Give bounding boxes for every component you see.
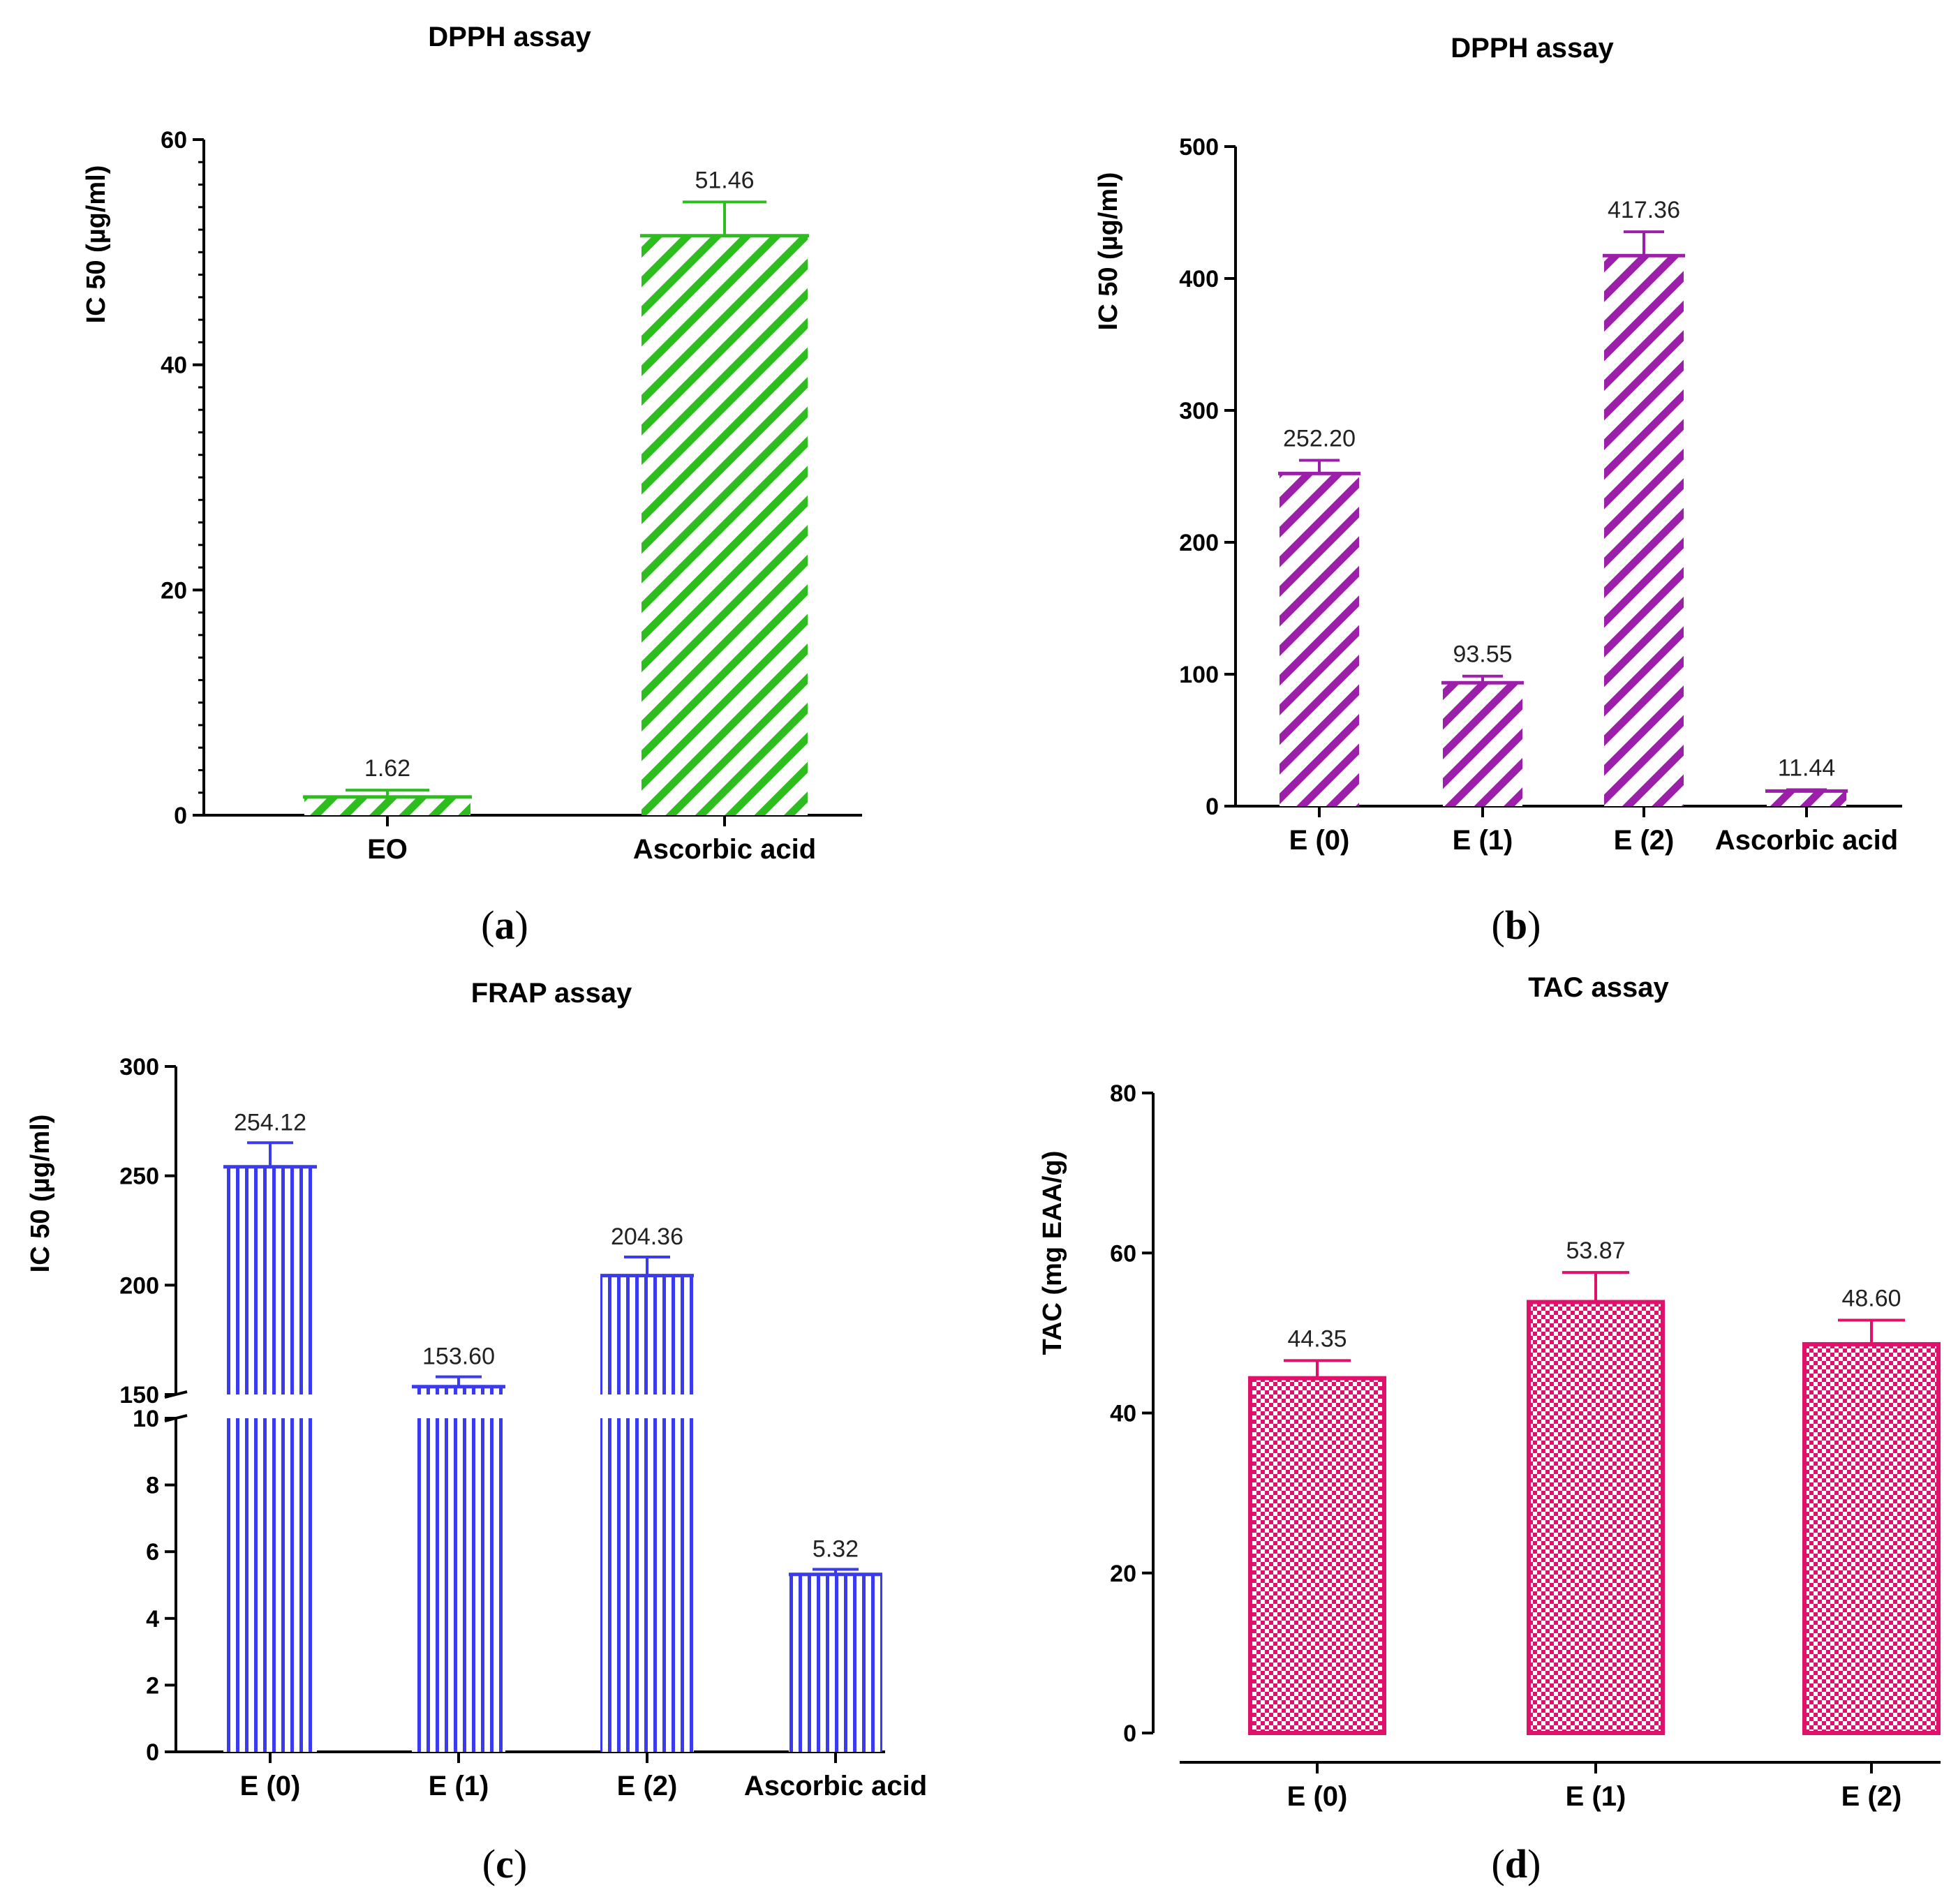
- bar: [1767, 791, 1846, 806]
- y-axis-title: IC 50 (µg/ml): [1094, 172, 1123, 331]
- plot-area: 0 20 40 60 80 44.35 E (0) 53.87 E (1) 48.60 E (2): [1110, 1080, 1941, 1812]
- data-label: 153.60: [422, 1344, 495, 1370]
- y-tick-label: 60: [1110, 1240, 1136, 1267]
- y-tick-label: 250: [119, 1163, 159, 1190]
- data-label: 44.35: [1287, 1325, 1347, 1352]
- y-tick-label: 100: [1179, 662, 1219, 688]
- y-tick-label: 300: [119, 1054, 159, 1080]
- bar: [1280, 473, 1359, 806]
- data-label: 1.62: [364, 755, 410, 782]
- y-axis-title: IC 50 (µg/ml): [82, 165, 111, 324]
- x-tick-label: Ascorbic acid: [1715, 825, 1898, 856]
- y-axis-title: IC 50 (µg/ml): [26, 1115, 55, 1273]
- bar: [1248, 1376, 1386, 1736]
- y-tick-label: 40: [161, 352, 187, 379]
- bar-upper-segment: [600, 1275, 694, 1394]
- y-tick-label: 200: [1179, 530, 1219, 556]
- plot-area: 0 20 40 60 1.62 EO 51.46 Ascorbic acid: [161, 127, 862, 865]
- chart-title: DPPH assay: [428, 22, 591, 52]
- data-label: 53.87: [1566, 1237, 1625, 1264]
- y-tick-label: 40: [1110, 1401, 1136, 1427]
- y-tick-label: 0: [174, 803, 187, 829]
- y-tick-label: 500: [1179, 134, 1219, 161]
- bar-upper-segment: [412, 1386, 505, 1394]
- chart-title: TAC assay: [1528, 972, 1669, 1003]
- axis-break-mark: [164, 1414, 188, 1422]
- x-tick-label: Ascorbic acid: [744, 1771, 927, 1801]
- y-tick-label: 2: [146, 1672, 159, 1699]
- y-tick-label: 8: [146, 1473, 159, 1499]
- y-axis-title: TAC (mg EAA/g): [1038, 1151, 1067, 1355]
- y-tick-label: 0: [1206, 794, 1219, 820]
- data-label: 93.55: [1453, 641, 1512, 668]
- data-label: 254.12: [234, 1109, 306, 1136]
- x-tick-label: E (2): [1841, 1781, 1902, 1812]
- data-label: 252.20: [1283, 425, 1356, 452]
- x-tick-label: E (0): [1287, 1781, 1348, 1812]
- data-label: 204.36: [611, 1224, 683, 1250]
- data-label: 51.46: [695, 167, 754, 193]
- y-tick-label: 20: [161, 577, 187, 604]
- y-tick-label: 10: [133, 1406, 159, 1432]
- y-tick-label: 0: [146, 1739, 159, 1766]
- data-label: 11.44: [1778, 754, 1836, 781]
- data-label: 417.36: [1608, 197, 1680, 223]
- chart-title: DPPH assay: [1451, 33, 1614, 64]
- y-tick-label: 60: [161, 127, 187, 154]
- chart-panel-b: DPPH assay IC 50 (µg/ml) 0 100 200 300 400 50…: [1094, 33, 1902, 948]
- plot-area: 0 100 200 300 400 500 252.20 E (0) 93.55 E (1) 417…: [1179, 134, 1902, 856]
- chart-panel-d: TAC assay TAC (mg EAA/g) 0 20 40 60 80 44.35 E…: [1038, 972, 1941, 1887]
- bar: [304, 796, 470, 815]
- x-tick-label: E (2): [1614, 825, 1675, 856]
- y-tick-label: 6: [146, 1539, 159, 1565]
- y-tick-label: 20: [1110, 1561, 1136, 1587]
- x-tick-label: EO: [367, 834, 408, 865]
- x-tick-label: E (2): [617, 1771, 678, 1801]
- x-tick-label: E (1): [429, 1771, 489, 1801]
- y-tick-label: 150: [119, 1382, 159, 1408]
- bar: [1443, 683, 1522, 806]
- bar: [641, 235, 808, 815]
- x-tick-label: E (0): [240, 1771, 301, 1801]
- bar: [789, 1574, 882, 1752]
- x-tick-label: E (1): [1566, 1781, 1626, 1812]
- panel-label: (a): [481, 902, 528, 948]
- axis-break-mark: [164, 1390, 188, 1399]
- data-label: 5.32: [813, 1536, 859, 1563]
- panel-label: (b): [1492, 902, 1541, 948]
- chart-title: FRAP assay: [471, 978, 632, 1009]
- bar-lower-segment: [223, 1418, 317, 1752]
- y-tick-label: 300: [1179, 398, 1219, 424]
- x-tick-label: Ascorbic acid: [633, 834, 816, 865]
- y-tick-label: 4: [146, 1606, 159, 1632]
- y-tick-label: 80: [1110, 1080, 1136, 1107]
- y-tick-label: 0: [1123, 1720, 1136, 1747]
- bar: [1802, 1341, 1941, 1735]
- panel-label: (c): [482, 1841, 527, 1887]
- bar-lower-segment: [600, 1418, 694, 1752]
- x-tick-label: E (0): [1289, 825, 1350, 856]
- x-tick-label: E (1): [1453, 825, 1513, 856]
- bar: [1604, 255, 1684, 807]
- panel-label: (d): [1492, 1841, 1541, 1887]
- y-tick-label: 200: [119, 1272, 159, 1299]
- bar-lower-segment: [412, 1418, 505, 1752]
- y-tick-label: 400: [1179, 266, 1219, 292]
- bar: [1527, 1300, 1665, 1735]
- bar-upper-segment: [223, 1166, 317, 1394]
- data-label: 48.60: [1841, 1286, 1901, 1312]
- chart-panel-a: DPPH assay IC 50 (µg/ml) 0 20 40 60 1.62 EO 51…: [82, 22, 862, 948]
